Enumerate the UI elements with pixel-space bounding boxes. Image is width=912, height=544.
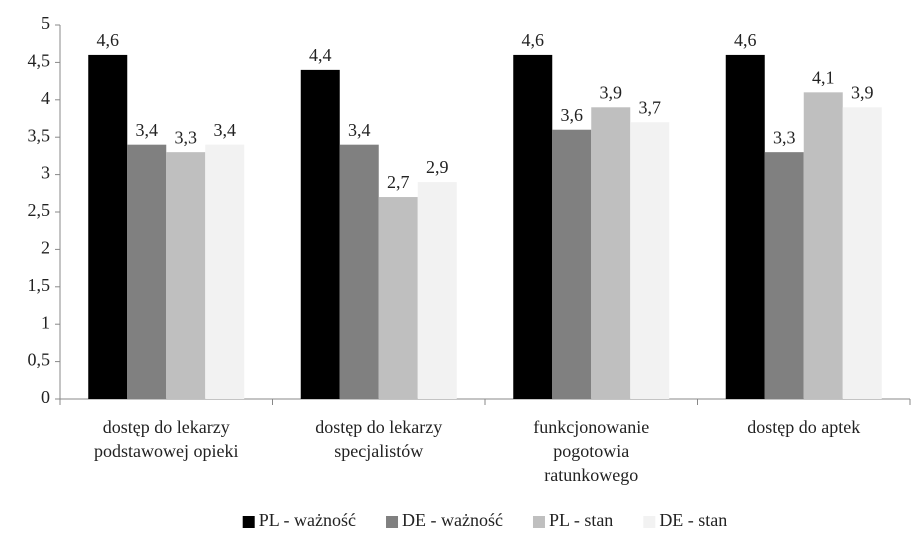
x-tick-label: dostęp do lekarzy podstawowej opieki: [94, 417, 239, 461]
bar: [417, 182, 457, 399]
legend-swatch: [386, 516, 399, 528]
data-label: 3,9: [851, 82, 874, 102]
y-tick-label: 1: [41, 312, 50, 332]
y-tick-label: 1,5: [28, 275, 51, 295]
y-tick-label: 4,5: [28, 51, 51, 71]
data-label: 4,4: [309, 45, 332, 65]
y-tick-label: 2: [41, 238, 50, 258]
bar: [88, 54, 128, 400]
legend-label: PL - stan: [549, 510, 613, 530]
data-label: 3,6: [561, 105, 584, 125]
data-label: 4,6: [522, 30, 545, 50]
y-tick-label: 4: [41, 88, 50, 108]
legend-label: DE - stan: [659, 510, 727, 530]
data-label: 3,4: [136, 120, 159, 140]
bar: [552, 129, 592, 399]
legend-label: PL - ważność: [259, 510, 356, 530]
x-tick-label: funkcjonowanie pogotowia ratunkowego: [533, 417, 650, 485]
data-label: 3,4: [214, 120, 237, 140]
x-tick-label: dostęp do aptek: [747, 417, 861, 437]
data-label: 3,7: [639, 97, 662, 117]
bar: [378, 197, 418, 399]
data-label: 2,9: [426, 157, 449, 177]
y-tick-label: 0,5: [28, 350, 51, 370]
y-tick-label: 5: [41, 13, 50, 33]
y-tick-label: 3,5: [28, 125, 51, 145]
data-label: 4,6: [734, 30, 757, 50]
legend-label: DE - ważność: [402, 510, 503, 530]
x-tick-label: dostęp do lekarzy specjalistów: [315, 417, 443, 461]
bar: [513, 54, 553, 400]
bar: [127, 144, 167, 399]
bar: [300, 69, 340, 399]
bar: [725, 54, 765, 400]
bar: [166, 152, 206, 399]
bar: [205, 144, 245, 399]
bar: [842, 107, 882, 399]
bar: [764, 152, 804, 399]
y-tick-label: 3: [41, 163, 50, 183]
legend-swatch: [242, 516, 255, 528]
y-tick-label: 0: [41, 387, 50, 407]
bar: [591, 107, 631, 399]
legend-swatch: [643, 516, 656, 528]
y-tick-label: 2,5: [28, 200, 51, 220]
legend-swatch: [532, 516, 545, 528]
data-label: 3,4: [348, 120, 371, 140]
data-label: 2,7: [387, 172, 410, 192]
data-label: 3,3: [773, 127, 796, 147]
data-label: 4,1: [812, 67, 835, 87]
data-label: 4,6: [97, 30, 120, 50]
bar: [803, 92, 843, 399]
data-label: 3,9: [600, 82, 623, 102]
data-label: 3,3: [175, 127, 198, 147]
bar: [630, 122, 670, 400]
bar: [339, 144, 379, 399]
